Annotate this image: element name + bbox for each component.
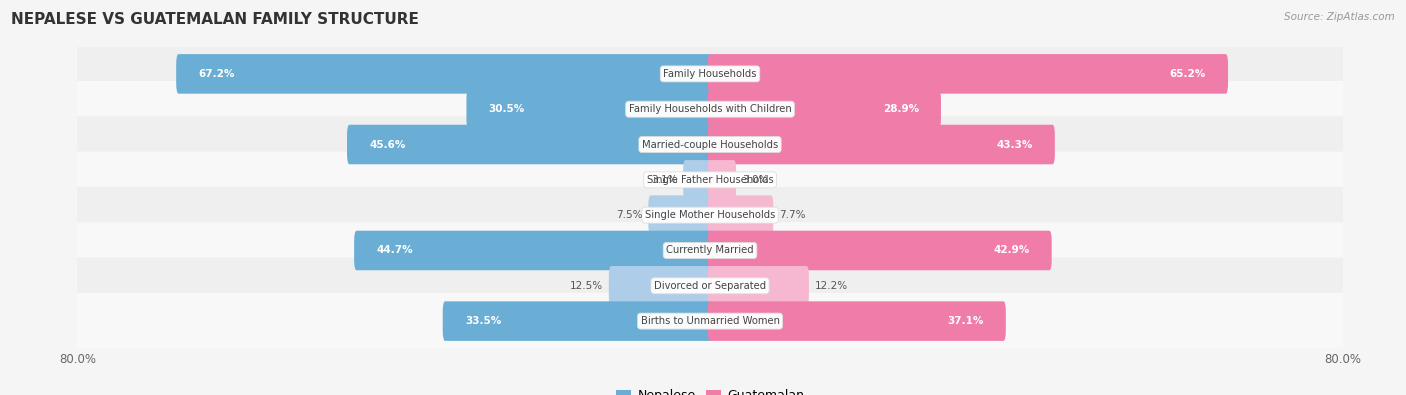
Text: 12.5%: 12.5%: [571, 281, 603, 291]
Text: 7.5%: 7.5%: [616, 210, 643, 220]
FancyBboxPatch shape: [75, 187, 1346, 243]
FancyBboxPatch shape: [707, 301, 1005, 341]
FancyBboxPatch shape: [75, 152, 1346, 208]
FancyBboxPatch shape: [75, 46, 1346, 102]
FancyBboxPatch shape: [683, 160, 713, 199]
FancyBboxPatch shape: [354, 231, 713, 270]
FancyBboxPatch shape: [75, 116, 1346, 173]
Text: 30.5%: 30.5%: [489, 104, 524, 114]
Text: 67.2%: 67.2%: [198, 69, 235, 79]
FancyBboxPatch shape: [347, 125, 713, 164]
Text: Single Father Households: Single Father Households: [647, 175, 773, 185]
FancyBboxPatch shape: [707, 266, 808, 306]
Legend: Nepalese, Guatemalan: Nepalese, Guatemalan: [612, 384, 808, 395]
FancyBboxPatch shape: [707, 89, 941, 129]
Text: 65.2%: 65.2%: [1170, 69, 1206, 79]
Text: Married-couple Households: Married-couple Households: [643, 139, 778, 150]
FancyBboxPatch shape: [75, 81, 1346, 137]
FancyBboxPatch shape: [467, 89, 713, 129]
FancyBboxPatch shape: [609, 266, 713, 306]
Text: 3.0%: 3.0%: [742, 175, 768, 185]
Text: 28.9%: 28.9%: [883, 104, 920, 114]
Text: 45.6%: 45.6%: [370, 139, 405, 150]
Text: Family Households with Children: Family Households with Children: [628, 104, 792, 114]
FancyBboxPatch shape: [75, 222, 1346, 279]
FancyBboxPatch shape: [75, 258, 1346, 314]
Text: 42.9%: 42.9%: [993, 245, 1029, 256]
Text: 3.1%: 3.1%: [651, 175, 678, 185]
Text: 12.2%: 12.2%: [814, 281, 848, 291]
FancyBboxPatch shape: [707, 125, 1054, 164]
FancyBboxPatch shape: [707, 54, 1227, 94]
Text: Divorced or Separated: Divorced or Separated: [654, 281, 766, 291]
Text: Source: ZipAtlas.com: Source: ZipAtlas.com: [1284, 12, 1395, 22]
Text: 37.1%: 37.1%: [948, 316, 984, 326]
Text: Currently Married: Currently Married: [666, 245, 754, 256]
Text: NEPALESE VS GUATEMALAN FAMILY STRUCTURE: NEPALESE VS GUATEMALAN FAMILY STRUCTURE: [11, 12, 419, 27]
FancyBboxPatch shape: [707, 196, 773, 235]
FancyBboxPatch shape: [707, 160, 737, 199]
FancyBboxPatch shape: [443, 301, 713, 341]
FancyBboxPatch shape: [176, 54, 713, 94]
Text: Births to Unmarried Women: Births to Unmarried Women: [641, 316, 779, 326]
Text: 33.5%: 33.5%: [465, 316, 501, 326]
FancyBboxPatch shape: [707, 231, 1052, 270]
Text: Family Households: Family Households: [664, 69, 756, 79]
Text: 43.3%: 43.3%: [997, 139, 1033, 150]
Text: Single Mother Households: Single Mother Households: [645, 210, 775, 220]
Text: 44.7%: 44.7%: [377, 245, 413, 256]
FancyBboxPatch shape: [75, 293, 1346, 349]
Text: 7.7%: 7.7%: [779, 210, 806, 220]
FancyBboxPatch shape: [648, 196, 713, 235]
